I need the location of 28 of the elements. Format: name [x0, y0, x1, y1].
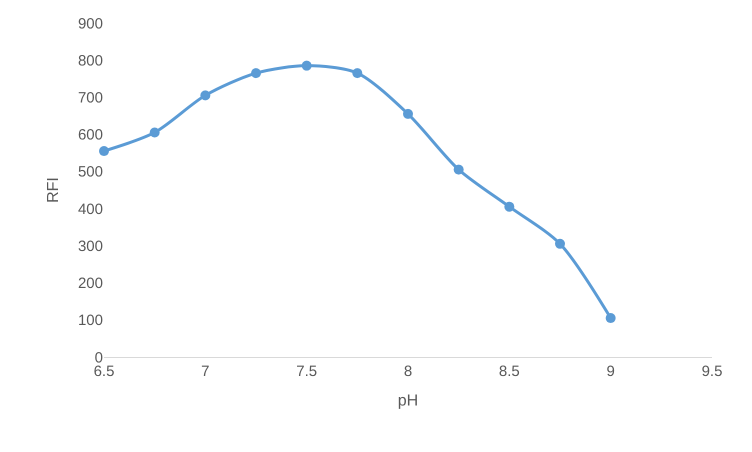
point [150, 127, 160, 138]
point [352, 68, 362, 78]
y-tick-label: 200 [78, 275, 103, 292]
y-tick-label: 500 [78, 164, 103, 181]
y-axis-title: RFI [44, 177, 62, 203]
point [403, 108, 413, 119]
point [555, 238, 565, 249]
x-tick-label: 9 [606, 363, 615, 380]
point [504, 202, 514, 212]
y-tick-label: 700 [78, 89, 103, 106]
x-tick-label: 8 [404, 363, 412, 380]
y-tick-label: 800 [78, 52, 103, 70]
point [251, 68, 261, 78]
point [454, 164, 464, 175]
point [302, 60, 312, 71]
y-tick-label: 900 [78, 15, 103, 32]
x-tick-label: 9.5 [702, 363, 722, 380]
y-tick-label: 100 [78, 312, 103, 330]
y-tick-label: 600 [78, 126, 103, 144]
y-tick-label: 300 [78, 238, 103, 255]
y-tick-label: 400 [78, 200, 103, 218]
x-tick-label: 7.5 [296, 363, 318, 380]
point [200, 90, 210, 100]
point [606, 313, 616, 324]
x-tick-label: 7 [201, 363, 210, 380]
point [99, 146, 109, 156]
x-axis-title: pH [398, 392, 418, 410]
x-tick-label: 8.5 [498, 363, 520, 380]
